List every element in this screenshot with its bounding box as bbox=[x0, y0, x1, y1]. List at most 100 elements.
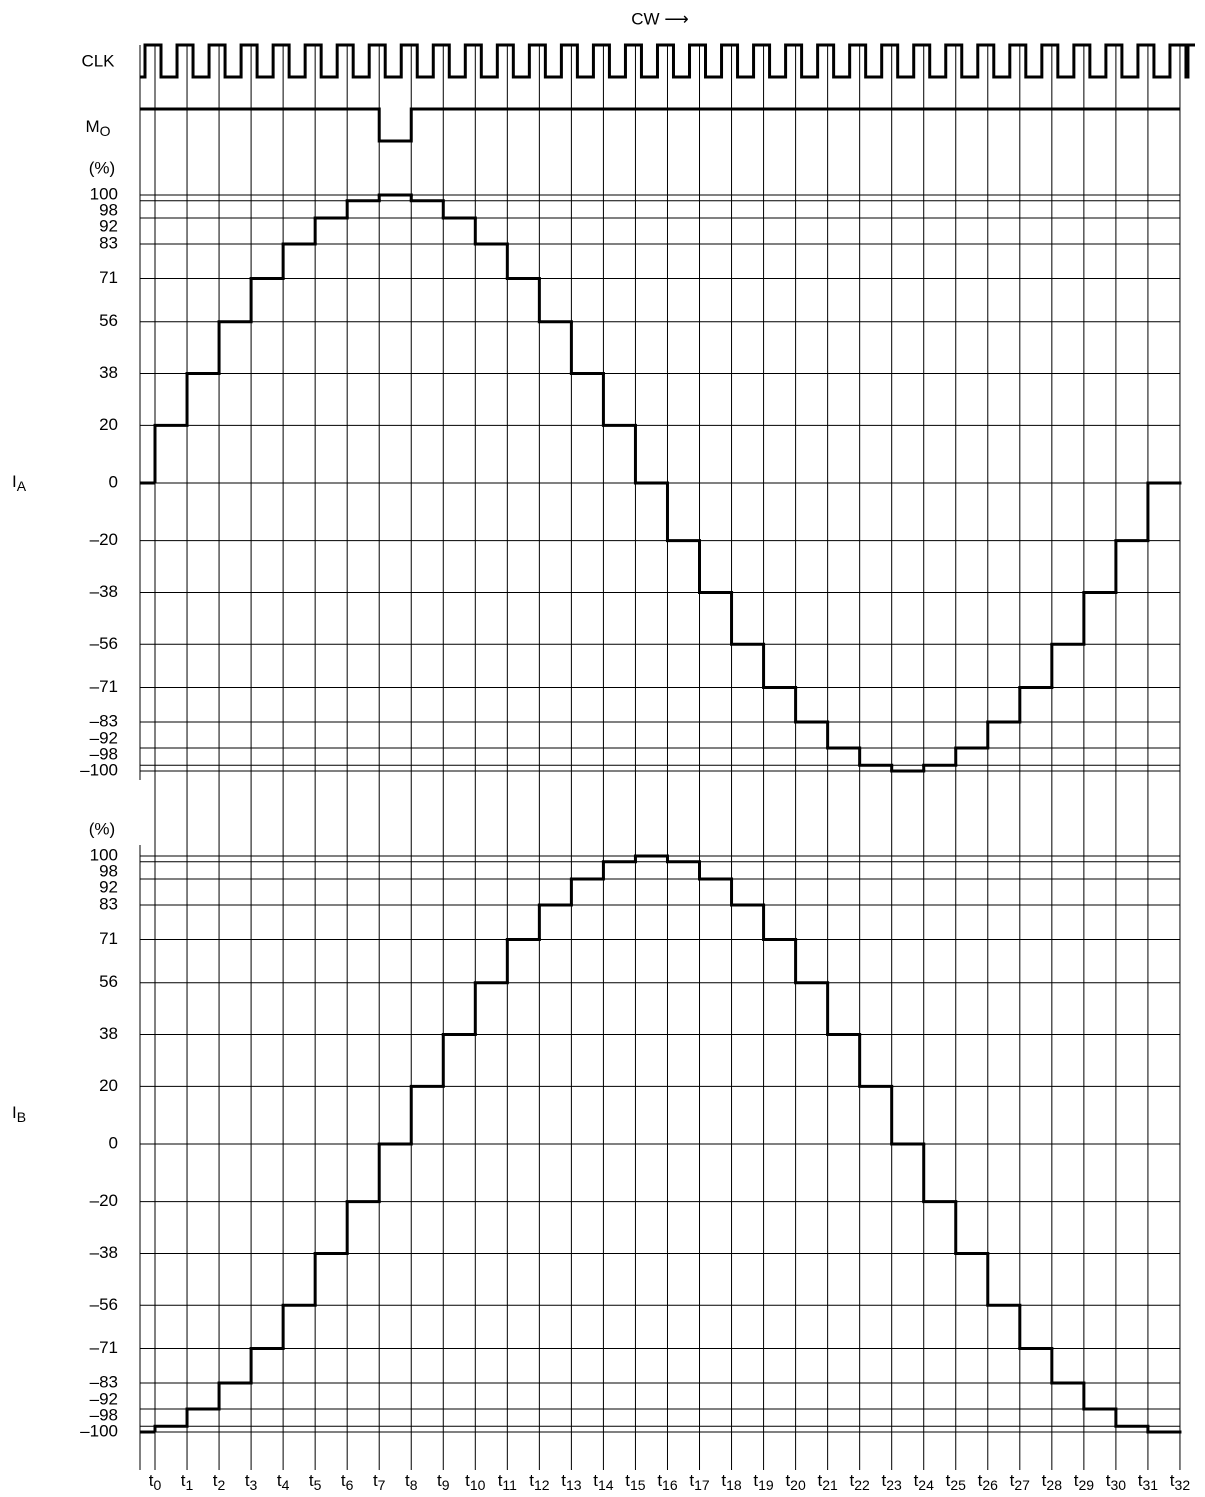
y-tick-label: –56 bbox=[90, 1295, 118, 1314]
y-tick-label: –83 bbox=[90, 712, 118, 731]
time-label: t26 bbox=[978, 1471, 999, 1492]
time-symbol: t bbox=[181, 1471, 186, 1490]
time-sub: 16 bbox=[662, 1477, 678, 1493]
time-symbol: t bbox=[882, 1471, 887, 1490]
y-label-symbol: I bbox=[12, 1103, 17, 1122]
time-label: t11 bbox=[498, 1471, 517, 1492]
time-symbol: t bbox=[1170, 1471, 1175, 1490]
time-sub: 6 bbox=[346, 1477, 354, 1493]
time-label: t16 bbox=[657, 1471, 678, 1492]
time-symbol: t bbox=[1042, 1471, 1047, 1490]
y-tick-label: 100 bbox=[90, 845, 118, 864]
mo-label: MO bbox=[85, 117, 110, 138]
time-sub: 1 bbox=[185, 1477, 193, 1493]
y-tick-label: 20 bbox=[99, 1076, 118, 1095]
time-label: t21 bbox=[817, 1471, 838, 1492]
time-sub: 12 bbox=[534, 1477, 550, 1493]
y-tick-label: –100 bbox=[80, 760, 118, 779]
time-sub: 25 bbox=[950, 1477, 966, 1493]
time-label: t31 bbox=[1138, 1471, 1159, 1492]
y-tick-label: 56 bbox=[99, 311, 118, 330]
y-tick-label: –98 bbox=[90, 1405, 118, 1424]
time-symbol: t bbox=[914, 1471, 919, 1490]
time-sub: 27 bbox=[1014, 1477, 1030, 1493]
y-tick-label: –98 bbox=[90, 744, 118, 763]
time-label: t32 bbox=[1170, 1471, 1191, 1492]
time-sub: 28 bbox=[1046, 1477, 1062, 1493]
time-label: t27 bbox=[1010, 1471, 1031, 1492]
time-symbol: t bbox=[625, 1471, 630, 1490]
y-tick-label: –20 bbox=[90, 1191, 118, 1210]
y-tick-label: –20 bbox=[90, 530, 118, 549]
time-symbol: t bbox=[277, 1471, 282, 1490]
y-tick-label: 98 bbox=[99, 200, 118, 219]
time-sub: 10 bbox=[470, 1477, 486, 1493]
time-symbol: t bbox=[1138, 1471, 1143, 1490]
time-sub: 30 bbox=[1110, 1477, 1126, 1493]
y-tick-label: 0 bbox=[109, 1133, 118, 1152]
time-symbol: t bbox=[498, 1471, 503, 1490]
time-sub: 2 bbox=[218, 1477, 226, 1493]
time-symbol: t bbox=[1010, 1471, 1015, 1490]
time-label: t2 bbox=[213, 1471, 226, 1492]
time-sub: 13 bbox=[566, 1477, 582, 1493]
y-axis-label: IB bbox=[12, 1103, 26, 1124]
time-label: t18 bbox=[721, 1471, 742, 1492]
time-sub: 0 bbox=[153, 1477, 161, 1493]
time-label: t5 bbox=[309, 1471, 322, 1492]
y-tick-label: 71 bbox=[99, 268, 118, 287]
mo-sub: O bbox=[100, 123, 111, 139]
time-sub: 24 bbox=[918, 1477, 934, 1493]
time-sub: 4 bbox=[282, 1477, 290, 1493]
y-tick-label: –92 bbox=[90, 728, 118, 747]
y-tick-label: 98 bbox=[99, 861, 118, 880]
time-label: t12 bbox=[529, 1471, 550, 1492]
time-symbol: t bbox=[437, 1471, 442, 1490]
time-symbol: t bbox=[1106, 1471, 1111, 1490]
y-tick-label: 100 bbox=[90, 184, 118, 203]
time-label: t8 bbox=[405, 1471, 418, 1492]
y-tick-label: –100 bbox=[80, 1421, 118, 1440]
time-sub: 31 bbox=[1143, 1477, 1159, 1493]
y-tick-label: –83 bbox=[90, 1373, 118, 1392]
time-label: t3 bbox=[245, 1471, 258, 1492]
y-tick-label: 83 bbox=[99, 894, 118, 913]
time-sub: 3 bbox=[250, 1477, 258, 1493]
time-label: t24 bbox=[914, 1471, 935, 1492]
time-symbol: t bbox=[529, 1471, 534, 1490]
time-sub: 7 bbox=[378, 1477, 386, 1493]
y-tick-label: –56 bbox=[90, 634, 118, 653]
time-symbol: t bbox=[721, 1471, 726, 1490]
time-sub: 18 bbox=[726, 1477, 742, 1493]
time-sub: 22 bbox=[854, 1477, 870, 1493]
time-symbol: t bbox=[850, 1471, 855, 1490]
time-symbol: t bbox=[213, 1471, 218, 1490]
time-symbol: t bbox=[978, 1471, 983, 1490]
time-label: t4 bbox=[277, 1471, 290, 1492]
y-tick-label: –92 bbox=[90, 1389, 118, 1408]
y-label-sub: B bbox=[17, 1109, 26, 1125]
clk-label: CLK bbox=[81, 51, 115, 70]
y-tick-label: 38 bbox=[99, 363, 118, 382]
time-sub: 11 bbox=[502, 1477, 517, 1493]
time-symbol: t bbox=[245, 1471, 250, 1490]
time-sub: 26 bbox=[982, 1477, 998, 1493]
time-sub: 17 bbox=[694, 1477, 710, 1493]
time-symbol: t bbox=[689, 1471, 694, 1490]
direction-label: CW ⟶ bbox=[631, 9, 688, 28]
time-label: t7 bbox=[373, 1471, 386, 1492]
time-label: t25 bbox=[946, 1471, 967, 1492]
time-label: t15 bbox=[625, 1471, 646, 1492]
time-symbol: t bbox=[465, 1471, 470, 1490]
time-sub: 20 bbox=[790, 1477, 806, 1493]
y-tick-label: 0 bbox=[109, 472, 118, 491]
time-label: t13 bbox=[561, 1471, 582, 1492]
time-symbol: t bbox=[561, 1471, 566, 1490]
unit-label: (%) bbox=[89, 819, 115, 838]
y-tick-label: 71 bbox=[99, 929, 118, 948]
time-label: t17 bbox=[689, 1471, 710, 1492]
time-label: t28 bbox=[1042, 1471, 1063, 1492]
clk-signal bbox=[140, 43, 1195, 79]
